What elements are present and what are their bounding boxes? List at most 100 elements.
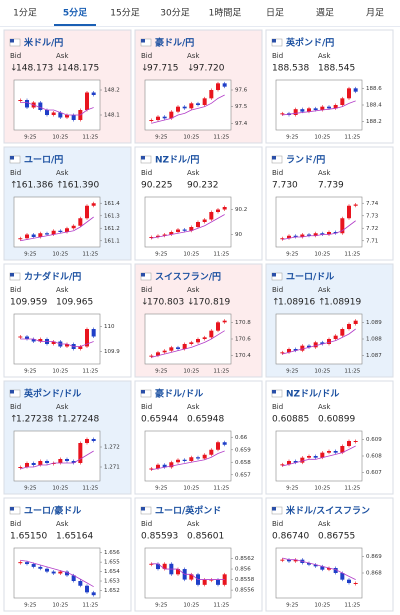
candle	[65, 115, 69, 118]
candle	[51, 230, 56, 235]
candle	[293, 109, 298, 115]
tab-bg	[100, 0, 150, 26]
bid-arrow: ↑	[10, 415, 18, 425]
y-tick-label: 161.3	[104, 213, 120, 219]
moving-average	[282, 445, 356, 467]
flag-mark	[141, 507, 145, 511]
tab-label: 30分足	[160, 8, 189, 19]
candle	[333, 568, 338, 573]
flag-mark	[272, 156, 276, 160]
y-tick-label: 1.271	[104, 465, 120, 471]
pair-name: ユーロ/英ポンド	[155, 505, 221, 517]
x-tick-label: 10:25	[183, 369, 199, 375]
candle	[196, 457, 200, 459]
candle	[51, 341, 56, 344]
y-tick-label: 1.087	[366, 353, 382, 359]
candle	[149, 120, 154, 121]
flag-mark	[141, 39, 145, 43]
candle	[333, 335, 338, 339]
y-tick-label: 1.653	[104, 579, 120, 585]
candle	[189, 227, 194, 231]
tab[interactable]: 30分足	[150, 0, 200, 26]
candle	[71, 115, 76, 120]
candle	[216, 442, 220, 450]
bid-arrow: ↓	[141, 298, 149, 308]
candle	[176, 347, 180, 349]
candle	[300, 109, 305, 112]
x-tick-label: 9:25	[286, 252, 299, 258]
tab-bg	[50, 0, 100, 26]
candle	[85, 585, 89, 593]
tab[interactable]: 5分足	[50, 0, 100, 26]
candle	[209, 330, 214, 338]
bid-label: Bid	[141, 52, 152, 60]
candle	[333, 451, 338, 453]
x-tick-label: 9:25	[24, 135, 37, 141]
tab[interactable]: 1分足	[0, 0, 50, 26]
candle	[347, 205, 351, 219]
tab-bg	[250, 0, 300, 26]
candle	[176, 459, 180, 463]
chart-frame	[144, 430, 232, 482]
candle	[38, 339, 43, 342]
candle	[45, 110, 49, 115]
candle	[340, 98, 345, 105]
y-tick-label: 90	[235, 232, 242, 238]
ask-label: Ask	[318, 52, 331, 60]
candle	[307, 456, 311, 458]
tab[interactable]: 日足	[250, 0, 300, 26]
ask-arrow: ↓	[56, 64, 64, 74]
y-tick-label: 148.2	[104, 88, 120, 94]
candle	[65, 228, 69, 232]
bid-value: 148.173	[16, 64, 53, 74]
tab[interactable]: 15分足	[100, 0, 150, 26]
candle	[162, 563, 167, 570]
candle	[71, 225, 76, 229]
bid-label: Bid	[141, 169, 152, 177]
y-tick-label: 170.6	[235, 337, 251, 343]
bid-value: 90.225	[141, 181, 173, 191]
tab[interactable]: 週足	[300, 0, 350, 26]
candle	[196, 103, 200, 105]
candle	[176, 569, 180, 575]
candle	[45, 461, 49, 463]
candle	[347, 579, 351, 583]
x-tick-label: 11:25	[344, 486, 360, 492]
x-tick-label: 11:25	[213, 486, 229, 492]
candle	[280, 238, 285, 240]
ask-label: Ask	[56, 169, 69, 177]
candle	[280, 113, 285, 115]
y-tick-label: 0.8558	[235, 577, 255, 583]
candle	[327, 568, 331, 570]
x-tick-label: 9:25	[155, 603, 168, 609]
ask-arrow: ↑	[318, 298, 326, 308]
moving-average	[151, 94, 225, 124]
candle	[327, 451, 331, 453]
y-tick-label: 0.66	[235, 435, 248, 441]
x-tick-label: 11:25	[213, 369, 229, 375]
tab[interactable]: 1時間足	[200, 0, 250, 26]
y-tick-label: 0.657	[235, 472, 251, 478]
bid-arrow: ↑	[272, 298, 280, 308]
candle	[156, 563, 160, 570]
candle	[209, 579, 214, 581]
moving-average	[20, 338, 94, 347]
candle	[149, 468, 154, 470]
y-tick-label: 1.656	[104, 550, 120, 556]
tab[interactable]: 月足	[350, 0, 400, 26]
